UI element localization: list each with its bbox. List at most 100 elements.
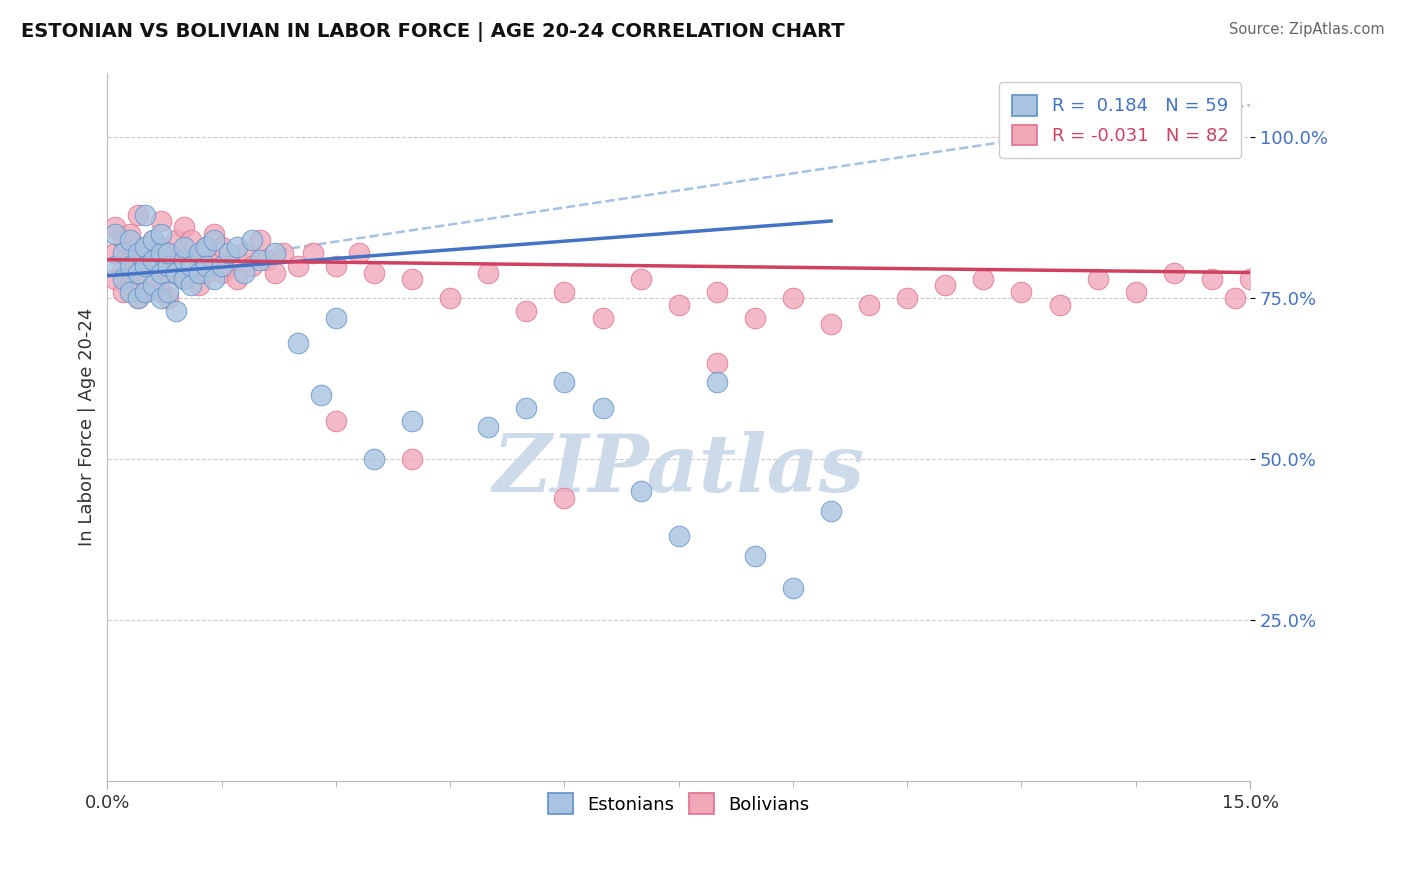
Point [127, 240, 149, 254]
Point [127, 291, 149, 305]
Point [180, 259, 202, 273]
Point [934, 278, 956, 293]
Point [202, 233, 225, 247]
Point [233, 246, 256, 260]
Point [195, 240, 218, 254]
Point [149, 240, 172, 254]
Point [134, 285, 156, 299]
Point [104, 246, 127, 260]
Point [120, 278, 142, 293]
Point [134, 259, 156, 273]
Point [515, 401, 537, 415]
Y-axis label: In Labor Force | Age 20-24: In Labor Force | Age 20-24 [79, 308, 96, 546]
Point [820, 503, 842, 517]
Point [309, 388, 332, 402]
Point [173, 252, 195, 267]
Point [111, 285, 134, 299]
Point [287, 336, 309, 351]
Point [706, 375, 728, 389]
Point [240, 233, 263, 247]
Point [187, 246, 209, 260]
Point [630, 272, 652, 286]
Point [120, 227, 142, 241]
Point [180, 278, 202, 293]
Point [249, 233, 271, 247]
Point [173, 220, 195, 235]
Point [142, 252, 165, 267]
Point [195, 266, 218, 280]
Point [477, 420, 499, 434]
Point [820, 317, 842, 331]
Point [1087, 272, 1109, 286]
Point [401, 452, 423, 467]
Point [127, 266, 149, 280]
Point [127, 291, 149, 305]
Point [325, 259, 347, 273]
Point [180, 259, 202, 273]
Point [782, 581, 804, 595]
Point [149, 285, 172, 299]
Point [363, 266, 385, 280]
Point [347, 246, 370, 260]
Point [1163, 266, 1185, 280]
Point [134, 240, 156, 254]
Point [1201, 272, 1223, 286]
Point [180, 233, 202, 247]
Point [211, 266, 233, 280]
Point [149, 227, 172, 241]
Point [149, 266, 172, 280]
Point [142, 233, 165, 247]
Point [127, 246, 149, 260]
Point [173, 272, 195, 286]
Point [1125, 285, 1147, 299]
Point [1223, 291, 1246, 305]
Point [127, 208, 149, 222]
Point [149, 246, 172, 260]
Point [120, 259, 142, 273]
Point [120, 233, 142, 247]
Point [592, 310, 614, 325]
Point [120, 285, 142, 299]
Point [782, 291, 804, 305]
Point [165, 266, 187, 280]
Point [325, 413, 347, 427]
Point [363, 452, 385, 467]
Point [249, 252, 271, 267]
Point [287, 259, 309, 273]
Point [142, 278, 165, 293]
Point [127, 266, 149, 280]
Point [706, 356, 728, 370]
Point [202, 272, 225, 286]
Point [218, 246, 240, 260]
Point [553, 491, 575, 505]
Point [157, 259, 180, 273]
Point [240, 259, 263, 273]
Point [401, 272, 423, 286]
Point [104, 259, 127, 273]
Point [157, 246, 180, 260]
Point [264, 266, 287, 280]
Point [744, 310, 766, 325]
Point [134, 246, 156, 260]
Point [104, 272, 127, 286]
Point [195, 259, 218, 273]
Text: ESTONIAN VS BOLIVIAN IN LABOR FORCE | AGE 20-24 CORRELATION CHART: ESTONIAN VS BOLIVIAN IN LABOR FORCE | AG… [21, 22, 845, 42]
Point [165, 304, 187, 318]
Point [157, 246, 180, 260]
Point [149, 259, 172, 273]
Point [706, 285, 728, 299]
Point [233, 266, 256, 280]
Point [1049, 298, 1071, 312]
Point [120, 252, 142, 267]
Point [264, 246, 287, 260]
Point [218, 259, 240, 273]
Point [256, 252, 278, 267]
Point [165, 233, 187, 247]
Text: ZIPatlas: ZIPatlas [492, 431, 865, 508]
Point [668, 298, 690, 312]
Point [515, 304, 537, 318]
Point [553, 375, 575, 389]
Text: Source: ZipAtlas.com: Source: ZipAtlas.com [1229, 22, 1385, 37]
Point [142, 233, 165, 247]
Point [134, 208, 156, 222]
